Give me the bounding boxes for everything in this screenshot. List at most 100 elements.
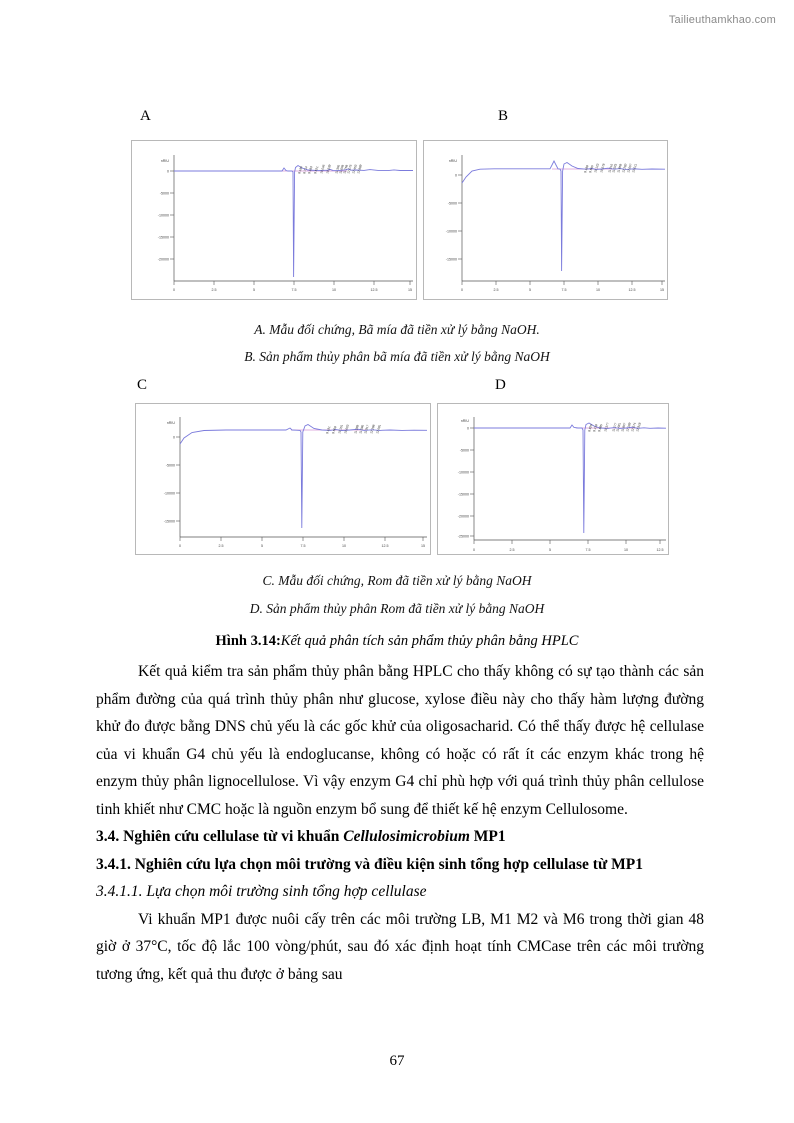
heading-3-4-pre: 3.4. Nghiên cứu cellulase từ vi khuẩn — [96, 828, 344, 845]
chart-panel-d: RID1 A, Refractive Index Signal (DEF_LC … — [437, 403, 669, 555]
svg-text:0: 0 — [173, 435, 175, 439]
svg-text:12.5: 12.5 — [657, 548, 664, 552]
paragraph-2: Vi khuẩn MP1 được nuôi cấy trên các môi … — [96, 910, 704, 983]
svg-text:-15000: -15000 — [458, 492, 469, 496]
figure-3-14: A B RID1 A, Refractive Index Signal (DEF… — [0, 100, 794, 650]
svg-text:10.123: 10.123 — [593, 163, 600, 174]
panel-letter-a: A — [140, 108, 151, 124]
heading-3-4-post: MP1 — [469, 828, 506, 845]
heading-3-4-1-1: 3.4.1.1. Lựa chọn môi trường sinh tổng h… — [96, 883, 427, 900]
panel-letter-d: D — [495, 377, 506, 393]
svg-text:0: 0 — [173, 288, 175, 292]
svg-text:10: 10 — [332, 288, 336, 292]
svg-text:nRIU: nRIU — [461, 419, 470, 423]
figure-caption: Hình 3.14:Kết quả phân tích sản phẩm thủ… — [0, 633, 794, 650]
chart-panel-c: RID1 A, Refractive Index Signal (DEF_LC … — [135, 403, 431, 555]
svg-text:2.5: 2.5 — [219, 544, 224, 548]
panel-letter-c: C — [137, 377, 148, 393]
svg-text:9.668: 9.668 — [331, 425, 337, 434]
svg-text:10.151: 10.151 — [337, 424, 344, 435]
svg-text:8.926: 8.926 — [587, 423, 593, 432]
heading-3-4-genus: Cellulosimicrobium — [343, 828, 470, 845]
heading-3-4-1: 3.4.1. Nghiên cứu lựa chọn môi trường và… — [96, 855, 643, 873]
panel-letter-b: B — [498, 108, 509, 124]
figure-caption-label: Hình 3.14: — [215, 633, 281, 649]
svg-text:12.282: 12.282 — [621, 163, 628, 174]
svg-text:0: 0 — [461, 288, 463, 292]
svg-text:12.453: 12.453 — [351, 164, 358, 175]
svg-text:11.768: 11.768 — [342, 164, 349, 174]
svg-text:-10000: -10000 — [158, 213, 169, 217]
caption-b: B. Sản phẩm thủy phân bã mía đã tiền xử … — [244, 349, 550, 364]
svg-text:11.533: 11.533 — [611, 163, 618, 173]
svg-text:2.5: 2.5 — [494, 288, 499, 292]
svg-text:10.539: 10.539 — [325, 164, 332, 175]
svg-text:nRIU: nRIU — [167, 421, 176, 425]
chart-panel-b: RID1 A, Refractive Index Signal (DEF_LC … — [423, 140, 668, 300]
svg-text:10.578: 10.578 — [599, 163, 606, 174]
svg-text:-15000: -15000 — [164, 519, 175, 523]
body-text-area: Kết quả kiểm tra sản phẩm thủy phân bằng… — [96, 658, 704, 988]
svg-text:10.377: 10.377 — [603, 422, 610, 433]
svg-text:12.5: 12.5 — [371, 288, 378, 292]
svg-text:8.186: 8.186 — [297, 165, 303, 174]
svg-text:10: 10 — [342, 544, 346, 548]
svg-text:2.5: 2.5 — [212, 288, 217, 292]
svg-text:12.889: 12.889 — [356, 164, 363, 175]
svg-text:-25000: -25000 — [458, 534, 469, 538]
svg-text:15: 15 — [408, 288, 412, 292]
svg-text:12.574: 12.574 — [630, 422, 637, 433]
svg-text:7.5: 7.5 — [586, 548, 591, 552]
svg-text:11.807: 11.807 — [620, 422, 627, 432]
svg-text:15: 15 — [421, 544, 425, 548]
chart-panel-a: RID1 A, Refractive Index Signal (DEF_LC … — [131, 140, 417, 300]
svg-text:15: 15 — [660, 288, 664, 292]
svg-text:12.199: 12.199 — [625, 422, 632, 433]
page-number: 67 — [389, 1053, 405, 1069]
svg-text:10.046: 10.046 — [319, 164, 326, 175]
svg-text:5: 5 — [253, 288, 255, 292]
heading-3-4: 3.4. Nghiên cứu cellulase từ vi khuẩn Ce… — [96, 823, 704, 851]
svg-text:11.869: 11.869 — [616, 163, 623, 173]
svg-text:-5000: -5000 — [166, 463, 175, 467]
caption-a: A. Mẫu đối chứng, Bã mía đã tiền xử lý b… — [254, 322, 540, 337]
svg-text:0: 0 — [455, 173, 457, 177]
svg-text:11.216: 11.216 — [607, 163, 614, 173]
svg-text:-10000: -10000 — [446, 229, 457, 233]
svg-text:9.885: 9.885 — [597, 423, 603, 432]
svg-text:0: 0 — [167, 169, 169, 173]
chart-b-plot: nRIU 0 -5000 -10000 -15000 — [424, 141, 667, 299]
svg-text:12.918: 12.918 — [635, 422, 642, 433]
svg-text:11.596: 11.596 — [358, 424, 365, 434]
svg-text:7.5: 7.5 — [301, 544, 306, 548]
svg-text:-20000: -20000 — [458, 514, 469, 518]
svg-text:5: 5 — [261, 544, 263, 548]
svg-text:11.177: 11.177 — [611, 422, 618, 432]
watermark-text: Tailieuthamkhao.com — [668, 14, 776, 26]
chart-c-plot: nRIU 0 -5000 -10000 -15000 — [136, 404, 430, 554]
svg-text:0: 0 — [179, 544, 181, 548]
svg-text:12.5: 12.5 — [629, 288, 636, 292]
svg-text:12.5: 12.5 — [382, 544, 389, 548]
svg-text:-5000: -5000 — [460, 448, 469, 452]
svg-text:0: 0 — [467, 426, 469, 430]
svg-text:9.191: 9.191 — [325, 425, 331, 434]
svg-text:11.481: 11.481 — [615, 422, 622, 432]
svg-text:-10000: -10000 — [458, 470, 469, 474]
svg-text:7.5: 7.5 — [292, 288, 297, 292]
figure-caption-text: Kết quả phân tích sản phẩm thủy phân bằn… — [280, 633, 579, 649]
caption-d: D. Sản phẩm thủy phân Rom đã tiền xử lý … — [249, 601, 545, 616]
caption-c: C. Mẫu đối chứng, Rom đã tiền xử lý bằng… — [262, 573, 532, 588]
svg-text:-15000: -15000 — [158, 235, 169, 239]
svg-text:5: 5 — [529, 288, 531, 292]
svg-text:11.917: 11.917 — [363, 424, 370, 434]
svg-text:2.5: 2.5 — [510, 548, 515, 552]
chart-a-plot: nRIU 0 -5000 -10000 -15000 -20000 — [132, 141, 416, 299]
svg-text:-5000: -5000 — [160, 191, 169, 195]
svg-text:nRIU: nRIU — [161, 159, 170, 163]
svg-text:12.667: 12.667 — [626, 163, 633, 174]
svg-text:9.418: 9.418 — [592, 423, 598, 432]
svg-text:9.521: 9.521 — [313, 165, 319, 174]
svg-text:9.188: 9.188 — [583, 164, 589, 173]
